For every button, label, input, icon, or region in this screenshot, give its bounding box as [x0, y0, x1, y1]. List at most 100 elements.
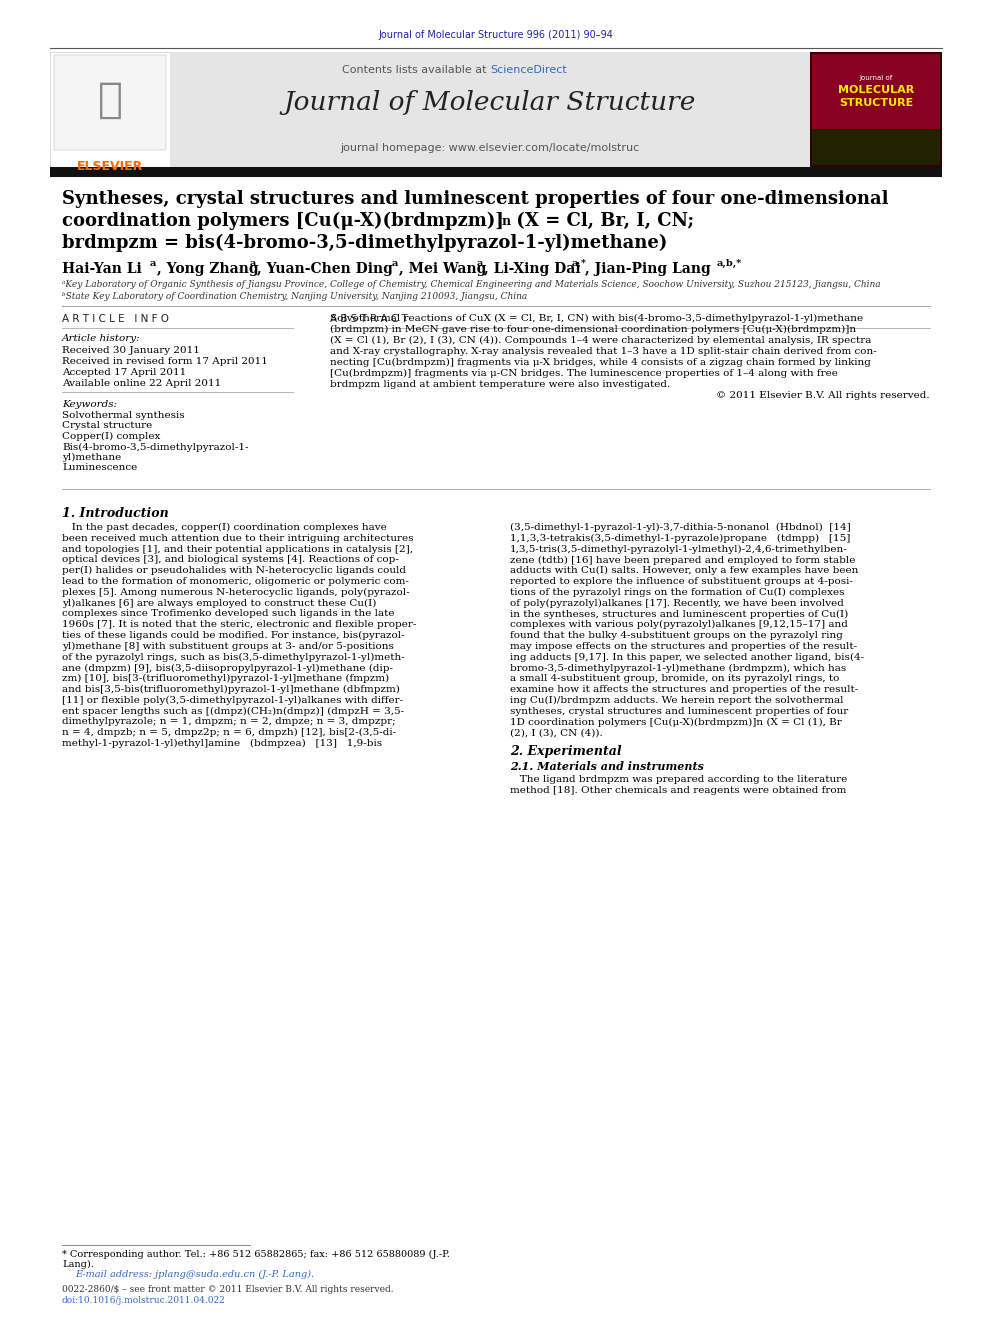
Text: in the syntheses, structures and luminescent properties of Cu(I): in the syntheses, structures and lumines…: [510, 610, 848, 619]
Text: , Yuan-Chen Ding: , Yuan-Chen Ding: [257, 262, 393, 277]
Text: adducts with Cu(I) salts. However, only a few examples have been: adducts with Cu(I) salts. However, only …: [510, 566, 858, 576]
Text: zm) [10], bis[3-(trifluoromethyl)pyrazol-1-yl]methane (fmpzm): zm) [10], bis[3-(trifluoromethyl)pyrazol…: [62, 675, 389, 683]
Text: Copper(I) complex: Copper(I) complex: [62, 433, 161, 441]
Text: Solvothermal synthesis: Solvothermal synthesis: [62, 411, 185, 419]
Text: plexes [5]. Among numerous N-heterocyclic ligands, poly(pyrazol-: plexes [5]. Among numerous N-heterocycli…: [62, 587, 410, 597]
Text: Keywords:: Keywords:: [62, 400, 117, 409]
Text: and bis[3,5-bis(trifluoromethyl)pyrazol-1-yl]methane (dbfmpzm): and bis[3,5-bis(trifluoromethyl)pyrazol-…: [62, 685, 400, 695]
Text: ent spacer lengths such as [(dmpz)(CH₂)n(dmpz)] (dmpzH = 3,5-: ent spacer lengths such as [(dmpz)(CH₂)n…: [62, 706, 404, 716]
Text: Contents lists available at: Contents lists available at: [342, 65, 490, 75]
Text: a small 4-substituent group, bromide, on its pyrazolyl rings, to: a small 4-substituent group, bromide, on…: [510, 675, 839, 683]
Text: dimethylpyrazole; n = 1, dmpzm; n = 2, dmpze; n = 3, dmpzpr;: dimethylpyrazole; n = 1, dmpzm; n = 2, d…: [62, 717, 396, 726]
Text: and topologies [1], and their potential applications in catalysis [2],: and topologies [1], and their potential …: [62, 545, 413, 553]
Text: STRUCTURE: STRUCTURE: [839, 98, 913, 108]
Text: ᵇState Key Laboratory of Coordination Chemistry, Nanjing University, Nanjing 210: ᵇState Key Laboratory of Coordination Ch…: [62, 292, 528, 302]
Text: [11] or flexible poly(3,5-dimethylpyrazol-1-yl)alkanes with differ-: [11] or flexible poly(3,5-dimethylpyrazo…: [62, 696, 403, 705]
Text: 1D coordination polymers [Cu(μ-X)(brdmpzm)]n (X = Cl (1), Br: 1D coordination polymers [Cu(μ-X)(brdmpz…: [510, 717, 842, 726]
Text: ᵃKey Laboratory of Organic Synthesis of Jiangsu Province, College of Chemistry, : ᵃKey Laboratory of Organic Synthesis of …: [62, 280, 881, 288]
Text: a,b,*: a,b,*: [717, 259, 742, 269]
Text: Received 30 January 2011: Received 30 January 2011: [62, 347, 199, 355]
Text: a: a: [250, 259, 256, 269]
Text: necting [Cu(brdmpzm)] fragments via μ-X bridges, while 4 consists of a zigzag ch: necting [Cu(brdmpzm)] fragments via μ-X …: [330, 359, 871, 366]
Text: a,*: a,*: [572, 259, 587, 269]
Text: ing adducts [9,17]. In this paper, we selected another ligand, bis(4-: ing adducts [9,17]. In this paper, we se…: [510, 652, 864, 662]
Text: methyl-1-pyrazol-1-yl)ethyl]amine   (bdmpzea)   [13]   1,9-bis: methyl-1-pyrazol-1-yl)ethyl]amine (bdmpz…: [62, 740, 382, 747]
Text: 0022-2860/$ – see front matter © 2011 Elsevier B.V. All rights reserved.: 0022-2860/$ – see front matter © 2011 El…: [62, 1285, 394, 1294]
Bar: [812, 54, 940, 130]
Text: doi:10.1016/j.molstruc.2011.04.022: doi:10.1016/j.molstruc.2011.04.022: [62, 1297, 226, 1304]
Text: of poly(pyrazolyl)alkanes [17]. Recently, we have been involved: of poly(pyrazolyl)alkanes [17]. Recently…: [510, 598, 844, 607]
Text: , Yong Zhang: , Yong Zhang: [157, 262, 259, 277]
Text: ane (dmpzm) [9], bis(3,5-diisopropylpyrazol-1-yl)methane (dip-: ane (dmpzm) [9], bis(3,5-diisopropylpyra…: [62, 663, 393, 672]
Text: reported to explore the influence of substituent groups at 4-posi-: reported to explore the influence of sub…: [510, 577, 853, 586]
Text: Available online 22 April 2011: Available online 22 April 2011: [62, 378, 221, 388]
Text: bromo-3,5-dimethylpyrazol-1-yl)methane (brdmpzm), which has: bromo-3,5-dimethylpyrazol-1-yl)methane (…: [510, 663, 846, 672]
Text: 2.1. Materials and instruments: 2.1. Materials and instruments: [510, 761, 704, 773]
Text: * Corresponding author. Tel.: +86 512 65882865; fax: +86 512 65880089 (J.-P.: * Corresponding author. Tel.: +86 512 65…: [62, 1250, 450, 1259]
Text: n = 4, dmpzb; n = 5, dmpz2p; n = 6, dmpzh) [12], bis[2-(3,5-di-: n = 4, dmpzb; n = 5, dmpz2p; n = 6, dmpz…: [62, 728, 396, 737]
Text: (brdmpzm) in MeCN gave rise to four one-dimensional coordination polymers [Cu(μ-: (brdmpzm) in MeCN gave rise to four one-…: [330, 325, 856, 335]
Text: optical devices [3], and biological systems [4]. Reactions of cop-: optical devices [3], and biological syst…: [62, 556, 399, 565]
Text: Journal of Molecular Structure: Journal of Molecular Structure: [284, 90, 696, 115]
Bar: [812, 130, 940, 165]
Bar: [810, 52, 942, 167]
Text: Journal of: Journal of: [859, 75, 893, 81]
Text: brdmpzm = bis(4-bromo-3,5-dimethylpyrazol-1-yl)methane): brdmpzm = bis(4-bromo-3,5-dimethylpyrazo…: [62, 234, 668, 253]
Text: and X-ray crystallography. X-ray analysis revealed that 1–3 have a 1D split-stai: and X-ray crystallography. X-ray analysi…: [330, 347, 877, 356]
Text: Article history:: Article history:: [62, 333, 141, 343]
Text: In the past decades, copper(I) coordination complexes have: In the past decades, copper(I) coordinat…: [62, 523, 387, 532]
Text: 1,1,3,3-tetrakis(3,5-dimethyl-1-pyrazole)propane   (tdmpp)   [15]: 1,1,3,3-tetrakis(3,5-dimethyl-1-pyrazole…: [510, 533, 850, 542]
Text: a: a: [150, 259, 157, 269]
Text: Solvothermal reactions of CuX (X = Cl, Br, I, CN) with bis(4-bromo-3,5-dimethylp: Solvothermal reactions of CuX (X = Cl, B…: [330, 314, 863, 323]
Text: zene (tdtb) [16] have been prepared and employed to form stable: zene (tdtb) [16] have been prepared and …: [510, 556, 855, 565]
Text: Journal of Molecular Structure 996 (2011) 90–94: Journal of Molecular Structure 996 (2011…: [379, 30, 613, 40]
Text: 1960s [7]. It is noted that the steric, electronic and flexible proper-: 1960s [7]. It is noted that the steric, …: [62, 620, 417, 630]
Bar: [50, 167, 942, 177]
Text: 2. Experimental: 2. Experimental: [510, 745, 622, 758]
Text: lead to the formation of monomeric, oligomeric or polymeric com-: lead to the formation of monomeric, olig…: [62, 577, 409, 586]
Text: ties of these ligands could be modified. For instance, bis(pyrazol-: ties of these ligands could be modified.…: [62, 631, 405, 640]
Text: per(I) halides or pseudohalides with N-heterocyclic ligands could: per(I) halides or pseudohalides with N-h…: [62, 566, 406, 576]
Text: Luminescence: Luminescence: [62, 463, 137, 472]
Text: The ligand brdmpzm was prepared according to the literature: The ligand brdmpzm was prepared accordin…: [510, 775, 847, 785]
Text: (3,5-dimethyl-1-pyrazol-1-yl)-3,7-dithia-5-nonanol  (Hbdnol)  [14]: (3,5-dimethyl-1-pyrazol-1-yl)-3,7-dithia…: [510, 523, 851, 532]
Text: E-mail address: jplang@suda.edu.cn (J.-P. Lang).: E-mail address: jplang@suda.edu.cn (J.-P…: [75, 1270, 314, 1279]
Text: Received in revised form 17 April 2011: Received in revised form 17 April 2011: [62, 357, 268, 366]
Text: complexes with various poly(pyrazolyl)alkanes [9,12,15–17] and: complexes with various poly(pyrazolyl)al…: [510, 620, 848, 630]
Text: Syntheses, crystal structures and luminescent properties of four one-dimensional: Syntheses, crystal structures and lumine…: [62, 191, 889, 208]
Text: coordination polymers [Cu(μ-X)(brdmpzm)]: coordination polymers [Cu(μ-X)(brdmpzm)]: [62, 212, 504, 230]
Text: yl)methane [8] with substituent groups at 3- and/or 5-positions: yl)methane [8] with substituent groups a…: [62, 642, 394, 651]
Text: yl)alkanes [6] are always employed to construct these Cu(I): yl)alkanes [6] are always employed to co…: [62, 598, 376, 607]
Text: tions of the pyrazolyl rings on the formation of Cu(I) complexes: tions of the pyrazolyl rings on the form…: [510, 587, 844, 597]
Text: ELSEVIER: ELSEVIER: [76, 160, 143, 173]
Text: syntheses, crystal structures and luminescent properties of four: syntheses, crystal structures and lumine…: [510, 706, 848, 716]
Text: , Jian-Ping Lang: , Jian-Ping Lang: [585, 262, 710, 277]
Text: 🌳: 🌳: [97, 79, 122, 120]
Text: 1,3,5-tris(3,5-dimethyl-pyrazolyl-1-ylmethyl)-2,4,6-trimethylben-: 1,3,5-tris(3,5-dimethyl-pyrazolyl-1-ylme…: [510, 545, 848, 554]
Text: Crystal structure: Crystal structure: [62, 422, 152, 430]
Bar: [50, 52, 170, 167]
Bar: [54, 56, 166, 149]
Text: examine how it affects the structures and properties of the result-: examine how it affects the structures an…: [510, 685, 858, 695]
Text: [Cu(brdmpzm)] fragments via μ-CN bridges. The luminescence properties of 1–4 alo: [Cu(brdmpzm)] fragments via μ-CN bridges…: [330, 369, 838, 378]
Text: ScienceDirect: ScienceDirect: [490, 65, 566, 75]
Text: Hai-Yan Li: Hai-Yan Li: [62, 262, 142, 277]
Text: a: a: [392, 259, 399, 269]
Text: (X = Cl (1), Br (2), I (3), CN (4)). Compounds 1–4 were characterized by element: (X = Cl (1), Br (2), I (3), CN (4)). Com…: [330, 336, 871, 345]
Text: Bis(4-bromo-3,5-dimethylpyrazol-1-: Bis(4-bromo-3,5-dimethylpyrazol-1-: [62, 442, 249, 451]
Text: ing Cu(I)/brdmpzm adducts. We herein report the solvothermal: ing Cu(I)/brdmpzm adducts. We herein rep…: [510, 696, 843, 705]
Text: brdmpzm ligand at ambient temperature were also investigated.: brdmpzm ligand at ambient temperature we…: [330, 380, 671, 389]
Text: of the pyrazolyl rings, such as bis(3,5-dimethylpyrazol-1-yl)meth-: of the pyrazolyl rings, such as bis(3,5-…: [62, 652, 405, 662]
Text: journal homepage: www.elsevier.com/locate/molstruc: journal homepage: www.elsevier.com/locat…: [340, 143, 640, 153]
Text: complexes since Trofimenko developed such ligands in the late: complexes since Trofimenko developed suc…: [62, 610, 395, 618]
Text: A B S T R A C T: A B S T R A C T: [330, 314, 408, 324]
Text: a: a: [477, 259, 483, 269]
Text: may impose effects on the structures and properties of the result-: may impose effects on the structures and…: [510, 642, 857, 651]
Bar: [170, 52, 810, 167]
Text: (X = Cl, Br, I, CN;: (X = Cl, Br, I, CN;: [510, 212, 694, 230]
Text: been received much attention due to their intriguing architectures: been received much attention due to thei…: [62, 533, 414, 542]
Text: found that the bulky 4-substituent groups on the pyrazolyl ring: found that the bulky 4-substituent group…: [510, 631, 843, 640]
Text: yl)methane: yl)methane: [62, 452, 121, 462]
Text: 1. Introduction: 1. Introduction: [62, 507, 169, 520]
Text: MOLECULAR: MOLECULAR: [838, 85, 914, 95]
